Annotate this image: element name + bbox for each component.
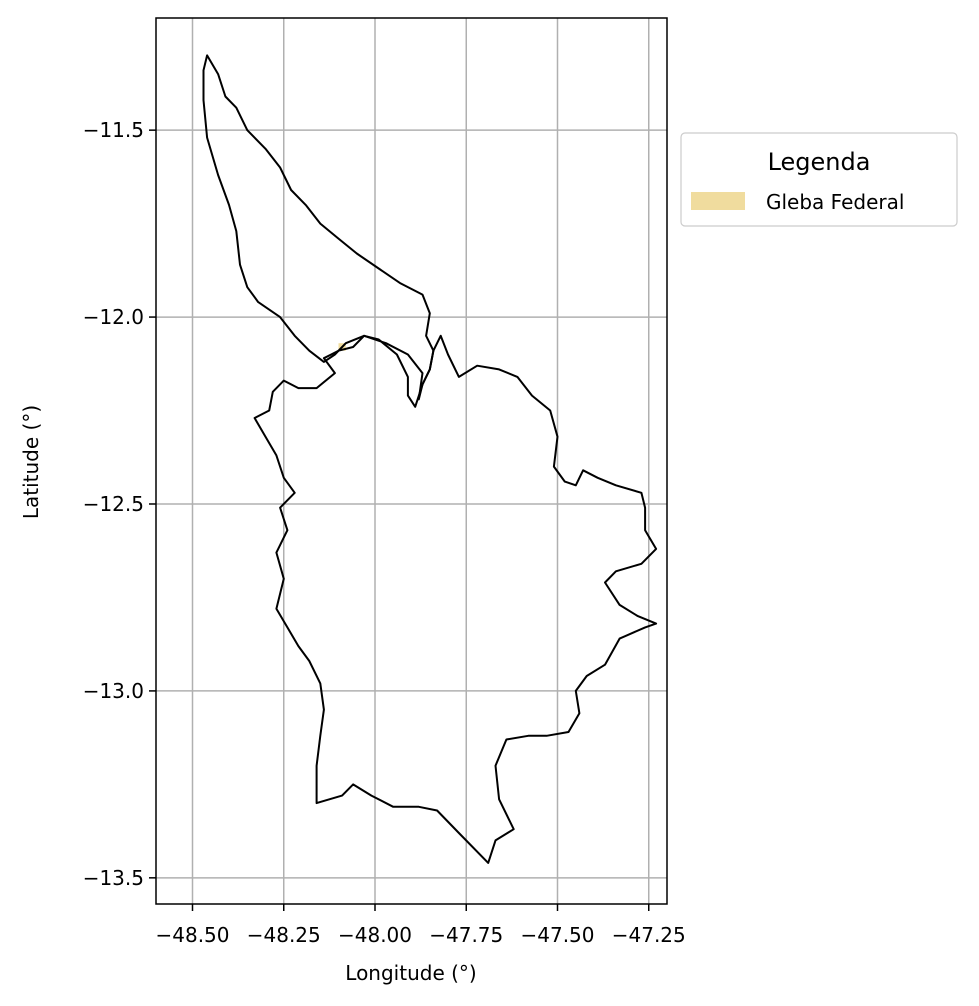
grid-lines bbox=[156, 18, 667, 904]
y-tick-label: −12.0 bbox=[83, 305, 144, 329]
boundary-southern-region bbox=[253, 334, 658, 864]
y-tick-label: −12.5 bbox=[83, 492, 144, 516]
legend-label-gleba-federal: Gleba Federal bbox=[766, 190, 904, 214]
legend-swatch-gleba-federal bbox=[691, 192, 745, 210]
y-tick-label: −13.5 bbox=[83, 866, 144, 890]
x-tick-label: −47.50 bbox=[520, 923, 594, 947]
x-tick-label: −47.25 bbox=[612, 923, 686, 947]
x-tick-label: −48.25 bbox=[247, 923, 321, 947]
legend-title: Legenda bbox=[768, 148, 871, 176]
x-axis-label: Longitude (°) bbox=[345, 961, 476, 985]
x-axis-ticks: −48.50 −48.25 −48.00 −47.75 −47.50 −47.25 bbox=[155, 904, 686, 947]
x-tick-label: −47.75 bbox=[429, 923, 503, 947]
boundary-outlines bbox=[202, 54, 658, 864]
y-tick-label: −13.0 bbox=[83, 679, 144, 703]
x-tick-label: −48.50 bbox=[155, 923, 229, 947]
legend-frame bbox=[680, 132, 958, 227]
boundary-northern-region bbox=[202, 54, 435, 401]
y-tick-label: −11.5 bbox=[83, 118, 144, 142]
x-tick-label: −48.00 bbox=[338, 923, 412, 947]
y-axis-ticks: −11.5 −12.0 −12.5 −13.0 −13.5 bbox=[83, 118, 156, 890]
plot-area-frame bbox=[155, 17, 668, 905]
legend: Legenda Gleba Federal bbox=[680, 132, 958, 227]
y-axis-label: Latitude (°) bbox=[19, 405, 43, 519]
